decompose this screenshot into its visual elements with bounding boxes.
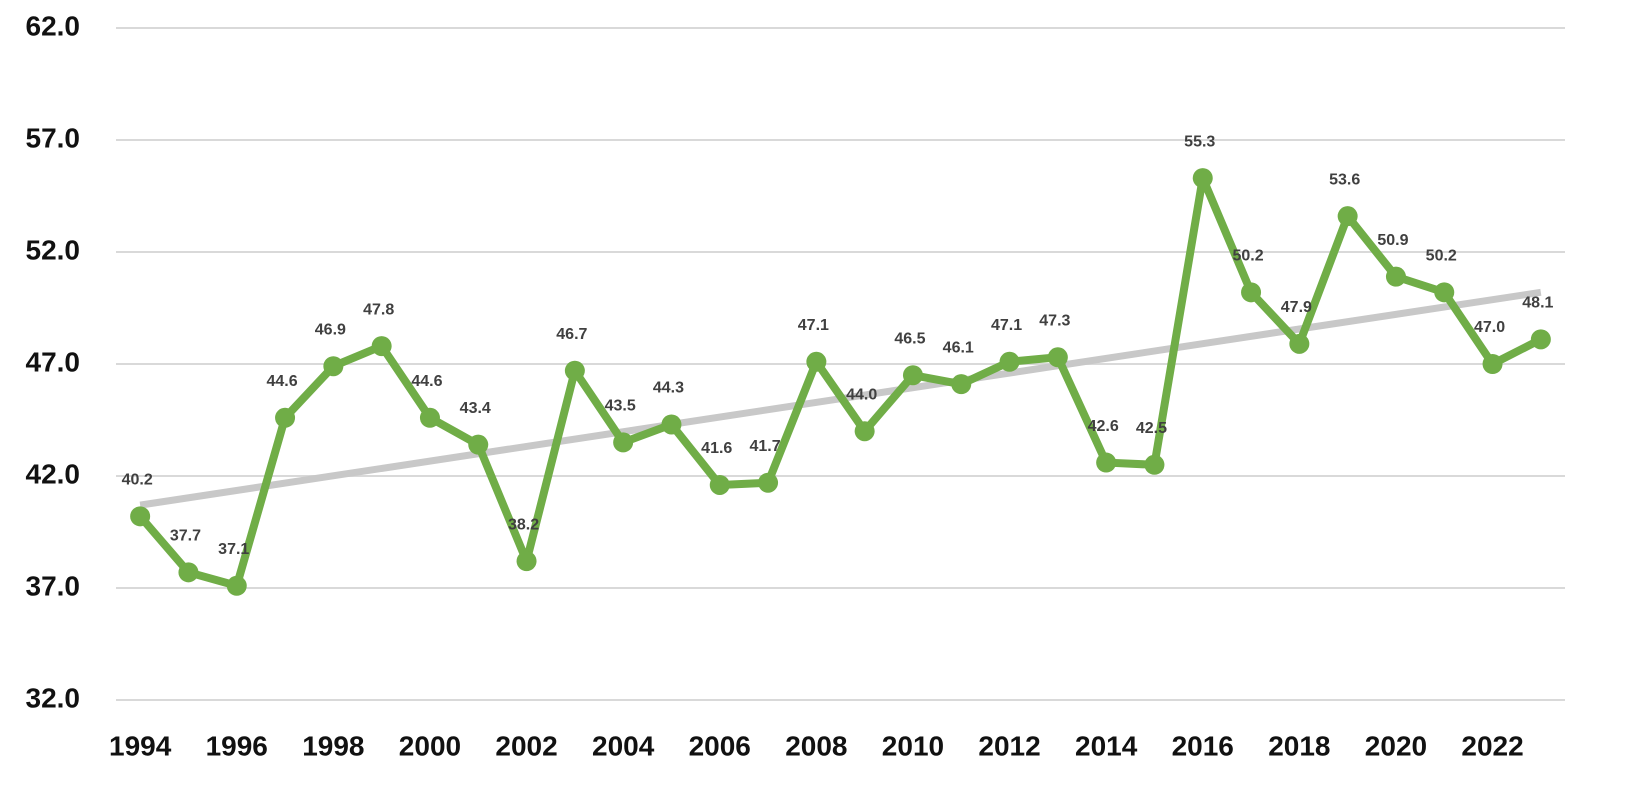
point-marker <box>178 562 199 583</box>
y-tick-label: 62.0 <box>26 10 81 41</box>
data-label: 44.6 <box>411 373 442 390</box>
point-marker <box>1434 282 1455 303</box>
point-marker <box>758 472 779 493</box>
y-tick-label: 52.0 <box>26 234 81 265</box>
point-marker <box>564 360 585 381</box>
point-marker <box>1289 333 1310 354</box>
x-tick-label: 1994 <box>109 730 172 761</box>
y-tick-label: 57.0 <box>26 122 81 153</box>
data-label: 53.6 <box>1329 171 1360 188</box>
data-label: 43.4 <box>460 400 491 417</box>
y-tick-label: 42.0 <box>26 458 81 489</box>
x-tick-label: 2010 <box>882 730 944 761</box>
data-label: 41.6 <box>701 440 732 457</box>
point-marker <box>468 434 489 455</box>
x-tick-label: 2018 <box>1268 730 1330 761</box>
point-marker <box>1385 266 1406 287</box>
x-tick-label: 2002 <box>495 730 557 761</box>
point-marker <box>226 575 247 596</box>
data-label: 47.0 <box>1474 319 1505 336</box>
series-line <box>137 174 1543 590</box>
point-marker <box>613 432 634 453</box>
data-label: 37.7 <box>170 528 201 545</box>
y-tick-label: 32.0 <box>26 682 81 713</box>
point-marker <box>130 506 151 527</box>
x-tick-label: 2022 <box>1461 730 1523 761</box>
data-label: 47.1 <box>798 317 829 334</box>
data-label: 47.1 <box>991 317 1022 334</box>
x-tick-label: 2008 <box>785 730 847 761</box>
point-marker <box>275 407 296 428</box>
point-marker <box>951 374 972 395</box>
data-label: 41.7 <box>749 438 780 455</box>
data-label: 50.9 <box>1377 232 1408 249</box>
x-tick-label: 2020 <box>1365 730 1427 761</box>
data-label: 46.5 <box>894 330 925 347</box>
data-label: 44.0 <box>846 386 877 403</box>
data-label: 40.2 <box>122 472 153 489</box>
x-tick-label: 2000 <box>399 730 461 761</box>
data-label: 38.2 <box>508 516 539 533</box>
point-marker <box>1144 454 1165 475</box>
data-label: 50.2 <box>1426 248 1457 265</box>
point-marker <box>1530 329 1551 350</box>
point-marker <box>661 414 682 435</box>
x-tick-label: 2014 <box>1075 730 1138 761</box>
data-label: 55.3 <box>1184 133 1215 150</box>
point-marker <box>516 551 537 572</box>
data-label: 42.5 <box>1136 420 1167 437</box>
data-label: 48.1 <box>1522 295 1553 312</box>
point-marker <box>1192 168 1213 189</box>
point-marker <box>1241 282 1262 303</box>
point-marker <box>1047 347 1068 368</box>
point-marker <box>1482 354 1503 374</box>
point-marker <box>371 336 392 357</box>
data-label: 46.7 <box>556 326 587 343</box>
point-marker <box>709 474 730 495</box>
point-marker <box>999 351 1020 372</box>
point-marker <box>323 356 344 377</box>
data-label: 43.5 <box>605 398 636 415</box>
x-tick-label: 2016 <box>1172 730 1234 761</box>
data-label: 47.9 <box>1281 299 1312 316</box>
data-label: 42.6 <box>1088 418 1119 435</box>
point-marker <box>806 351 827 372</box>
data-label: 46.1 <box>943 339 974 356</box>
y-tick-label: 37.0 <box>26 570 81 601</box>
x-tick-label: 2012 <box>978 730 1040 761</box>
point-marker <box>902 365 923 386</box>
data-label: 47.8 <box>363 301 394 318</box>
data-label: 47.3 <box>1039 312 1070 329</box>
point-marker <box>854 421 875 442</box>
x-tick-label: 2006 <box>689 730 751 761</box>
x-tick-label: 2004 <box>592 730 655 761</box>
data-label: 44.3 <box>653 380 684 397</box>
data-label: 46.9 <box>315 321 346 338</box>
y-tick-label: 47.0 <box>26 346 81 377</box>
data-label: 37.1 <box>218 541 249 558</box>
point-marker <box>1337 206 1358 227</box>
x-tick-label: 1996 <box>206 730 268 761</box>
point-marker <box>419 407 440 428</box>
data-label: 44.6 <box>266 373 297 390</box>
point-marker <box>1096 452 1117 473</box>
data-label: 50.2 <box>1232 248 1263 265</box>
x-tick-label: 1998 <box>302 730 364 761</box>
